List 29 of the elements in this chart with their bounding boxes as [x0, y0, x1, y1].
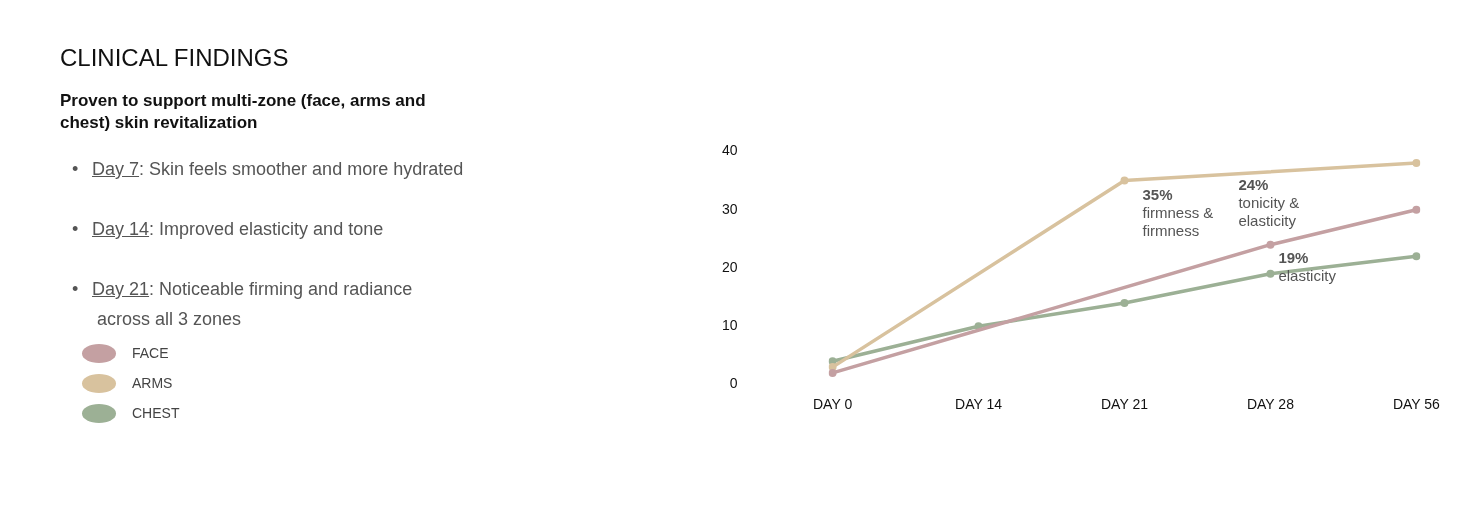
text: • Day 14: Improved elasticity and tone — [72, 218, 384, 241]
y-tick-label: 30 — [721, 200, 738, 217]
point — [1412, 159, 1421, 168]
y-tick-label: 0 — [729, 375, 738, 392]
point — [1120, 176, 1129, 185]
point — [1412, 205, 1421, 214]
x-tick-label: DAY 0 — [812, 395, 853, 412]
x-tick-label: DAY 21 — [1101, 395, 1149, 412]
annotation: 19% elasticity — [1278, 249, 1337, 285]
text: • Day 7: Skin feels smoother and more hydrated — [72, 158, 464, 181]
point — [828, 368, 837, 377]
point — [1120, 298, 1129, 307]
y-tick-label: 10 — [721, 317, 738, 334]
text: Proven to support multi-zone (face, arms and chest) skin revitalization — [60, 90, 427, 134]
point — [1266, 240, 1275, 249]
legend-label: ARMS — [132, 375, 173, 391]
y-tick-label: 40 — [721, 142, 738, 159]
y-tick-label: 20 — [721, 258, 738, 275]
point — [1412, 252, 1421, 261]
point — [1266, 269, 1275, 278]
x-tick-label: DAY 14 — [955, 395, 1003, 412]
legend-label: CHEST — [132, 405, 180, 421]
annotation: 35% firmness & firmness — [1142, 186, 1214, 240]
text: CLINICAL FINDINGS — [60, 44, 290, 72]
text: • Day 21: Noticeable firming and radiance across all 3 zones — [72, 278, 413, 331]
x-tick-label: DAY 28 — [1246, 395, 1295, 412]
x-tick-label: DAY 56 — [1392, 395, 1441, 412]
annotation: 24% tonicity & elasticity — [1238, 176, 1300, 230]
legend-label: FACE — [132, 345, 169, 361]
